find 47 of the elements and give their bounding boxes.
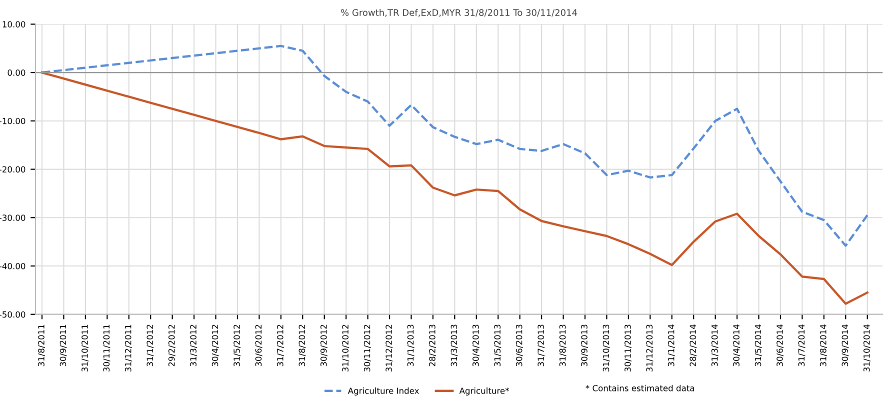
x-tick-label: 30/9/2014 [842,324,849,366]
x-tick-label: 29/2/2012 [168,324,176,366]
x-tick-label: 31/5/2012 [234,324,241,366]
x-tick-label: 31/12/2013 [646,324,654,372]
x-tick-label: 31/10/2012 [342,324,350,372]
x-tick-label: 31/5/2013 [494,324,502,366]
x-tick-label: 28/2/2014 [690,324,697,366]
x-tick-label: 31/5/2014 [754,324,762,366]
x-tick-label: 31/7/2014 [798,324,806,366]
x-tick-label: 31/10/2014 [863,324,870,372]
x-tick-label: 30/4/2014 [733,324,740,366]
x-tick-label: 31/10/2011 [82,324,89,372]
x-tick-label: 31/3/2013 [450,324,458,366]
x-tick-label: 28/2/2013 [429,324,436,366]
x-tick-label: 31/7/2013 [538,324,545,366]
y-tick-label: 10.00 [2,21,26,28]
x-tick-label: 31/8/2011 [38,324,46,366]
x-tick-label: 30/6/2012 [255,324,262,366]
x-tick-label: 31/3/2014 [711,324,718,366]
legend-label: Agriculture* [459,387,510,396]
x-tick-label: 31/8/2013 [559,324,566,366]
line-series [40,71,868,305]
x-tick-label: 30/11/2013 [624,324,632,372]
x-tick-label: 30/9/2012 [320,324,328,366]
x-tick-label: 31/1/2013 [407,324,414,366]
x-tick-label: 30/6/2014 [776,324,784,366]
x-tick-label: 31/8/2014 [820,324,827,366]
text: * Contains estimated data [586,384,694,392]
line-series [40,44,868,247]
x-tick-label: 30/9/2011 [60,324,67,366]
x-tick-label: 30/11/2011 [103,324,110,372]
x-tick-label: 31/1/2012 [146,324,154,366]
x-tick-label: 31/10/2013 [602,324,610,372]
x-tick-label: 30/9/2013 [581,324,588,366]
x-tick-label: 31/7/2012 [277,324,284,366]
legend-label: Agriculture Index [348,387,419,396]
x-tick-label: 30/4/2012 [212,324,219,366]
y-tick-label: 0.00 [8,70,26,76]
x-tick-label: 30/6/2013 [516,324,523,366]
chart-title: % Growth,TR Def,ExD,MYR 31/8/2011 To 30/11/2014 [340,8,578,17]
x-tick-label: 31/1/2014 [668,324,675,366]
x-tick-label: 31/3/2012 [190,324,198,366]
x-tick-label: 30/4/2013 [472,324,480,366]
x-tick-label: 31/8/2012 [298,324,306,366]
x-tick-label: 31/12/2012 [386,324,393,372]
x-tick-label: 31/12/2011 [124,324,132,372]
x-tick-label: 30/11/2012 [364,324,371,372]
